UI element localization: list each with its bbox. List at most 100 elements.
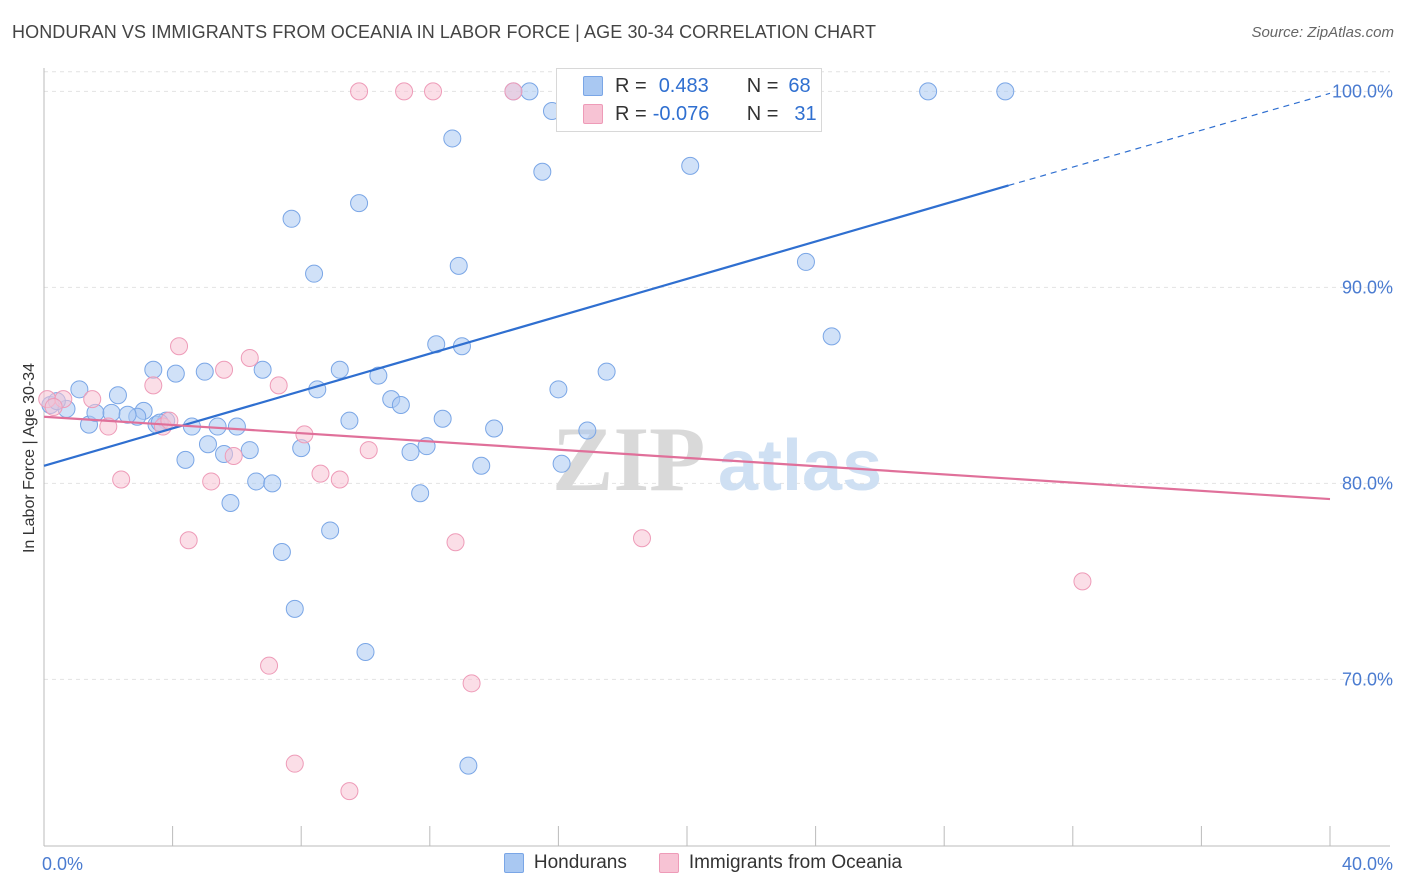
x-tick-label: 0.0%: [42, 854, 83, 874]
point-oceania: [144, 376, 163, 395]
point-oceania: [504, 82, 523, 101]
point-hondurans: [198, 435, 217, 454]
point-hondurans: [330, 360, 349, 379]
correlation-legend: R = 0.483 N = 68 R = -0.076 N = 31: [556, 68, 822, 132]
watermark-zip: ZIP: [552, 408, 705, 510]
series-legend-oceania[interactable]: Immigrants from Oceania: [658, 852, 903, 874]
axes: [43, 68, 1390, 847]
point-hondurans: [796, 252, 815, 271]
legend-r-value: -0.076: [652, 102, 710, 125]
point-oceania: [632, 529, 651, 548]
y-tick-label: 80.0%: [1342, 473, 1393, 493]
legend-n-value: 68: [788, 74, 811, 97]
legend-r-value: 0.483: [658, 74, 709, 97]
point-oceania: [112, 470, 131, 489]
series-swatch-oceania: [658, 853, 679, 873]
point-hondurans: [369, 366, 388, 385]
point-oceania: [462, 674, 481, 693]
point-oceania: [395, 82, 414, 101]
legend-swatch-hondurans: [583, 76, 603, 96]
point-hondurans: [411, 484, 430, 503]
point-hondurans: [166, 364, 185, 383]
series-legend: Hondurans Immigrants from Oceania: [0, 852, 1406, 874]
point-oceania: [99, 417, 118, 436]
point-hondurans: [340, 411, 359, 430]
x-tick-label: 40.0%: [1342, 854, 1393, 874]
point-oceania: [224, 446, 243, 465]
point-hondurans: [282, 209, 301, 228]
trend-line-hondurans: [43, 184, 1009, 467]
point-oceania: [1073, 572, 1092, 591]
y-tick-label: 70.0%: [1342, 669, 1393, 689]
y-axis-title: In Labor Force | Age 30-34: [21, 363, 38, 553]
series-legend-hondurans[interactable]: Hondurans: [503, 852, 627, 874]
point-oceania: [269, 376, 288, 395]
point-oceania: [340, 782, 359, 801]
point-hondurans: [272, 543, 291, 561]
point-hondurans: [221, 494, 240, 512]
point-hondurans: [308, 380, 327, 399]
chart-title: HONDURAN VS IMMIGRANTS FROM OCEANIA IN L…: [12, 22, 877, 42]
point-hondurans: [356, 642, 375, 661]
point-hondurans: [108, 386, 127, 405]
point-hondurans: [443, 129, 462, 148]
trend-lines: [43, 92, 1331, 501]
point-oceania: [350, 82, 369, 101]
point-hondurans: [485, 419, 504, 438]
point-hondurans: [253, 360, 272, 379]
point-oceania: [260, 656, 279, 675]
legend-row-oceania: R = -0.076 N = 31: [583, 101, 817, 127]
point-hondurans: [195, 362, 214, 381]
point-oceania: [285, 754, 304, 773]
point-oceania: [83, 390, 102, 409]
point-hondurans: [391, 396, 410, 414]
legend-n-label: N =: [746, 102, 779, 125]
point-hondurans: [247, 472, 266, 491]
point-hondurans: [552, 454, 571, 473]
source-label: Source: ZipAtlas.com: [1251, 24, 1394, 41]
series-swatch-hondurans: [503, 853, 524, 873]
point-hondurans: [70, 380, 89, 399]
point-hondurans: [472, 456, 491, 475]
point-hondurans: [449, 256, 468, 275]
point-hondurans: [996, 82, 1015, 101]
point-hondurans: [285, 599, 304, 618]
point-hondurans: [263, 474, 282, 493]
point-hondurans: [401, 443, 420, 462]
point-hondurans: [321, 521, 340, 540]
point-hondurans: [549, 380, 568, 399]
tick-labels: 70.0% 80.0% 90.0% 100.0% 0.0% 40.0%: [42, 81, 1393, 874]
y-tick-label: 100.0%: [1332, 81, 1393, 101]
series-label-oceania: Immigrants from Oceania: [688, 852, 903, 873]
point-hondurans: [227, 417, 246, 436]
point-oceania: [446, 533, 465, 552]
point-hondurans: [240, 441, 259, 460]
point-oceania: [359, 441, 378, 460]
legend-row-hondurans: R = 0.483 N = 68: [583, 73, 811, 99]
legend-n-label: N =: [746, 74, 779, 97]
point-oceania: [170, 337, 189, 356]
y-tick-label: 90.0%: [1342, 277, 1393, 297]
point-hondurans: [681, 156, 700, 175]
point-oceania: [424, 82, 443, 101]
point-hondurans: [144, 360, 163, 379]
point-hondurans: [578, 421, 597, 440]
point-oceania: [44, 397, 63, 416]
point-oceania: [202, 472, 221, 491]
point-hondurans: [176, 450, 195, 469]
legend-r-label: R =: [615, 102, 647, 125]
point-oceania: [240, 348, 259, 367]
trend-line-oceania: [43, 415, 1331, 501]
point-oceania: [330, 470, 349, 489]
point-hondurans: [822, 327, 841, 346]
legend-swatch-oceania: [583, 104, 603, 124]
point-hondurans: [597, 362, 616, 381]
point-hondurans: [350, 194, 369, 213]
trend-line-hondurans-extension: [1008, 92, 1331, 187]
legend-r-label: R =: [615, 74, 647, 97]
point-oceania: [311, 464, 330, 483]
data-points: [38, 82, 1092, 801]
point-oceania: [215, 360, 234, 379]
legend-n-value: 31: [794, 102, 817, 125]
